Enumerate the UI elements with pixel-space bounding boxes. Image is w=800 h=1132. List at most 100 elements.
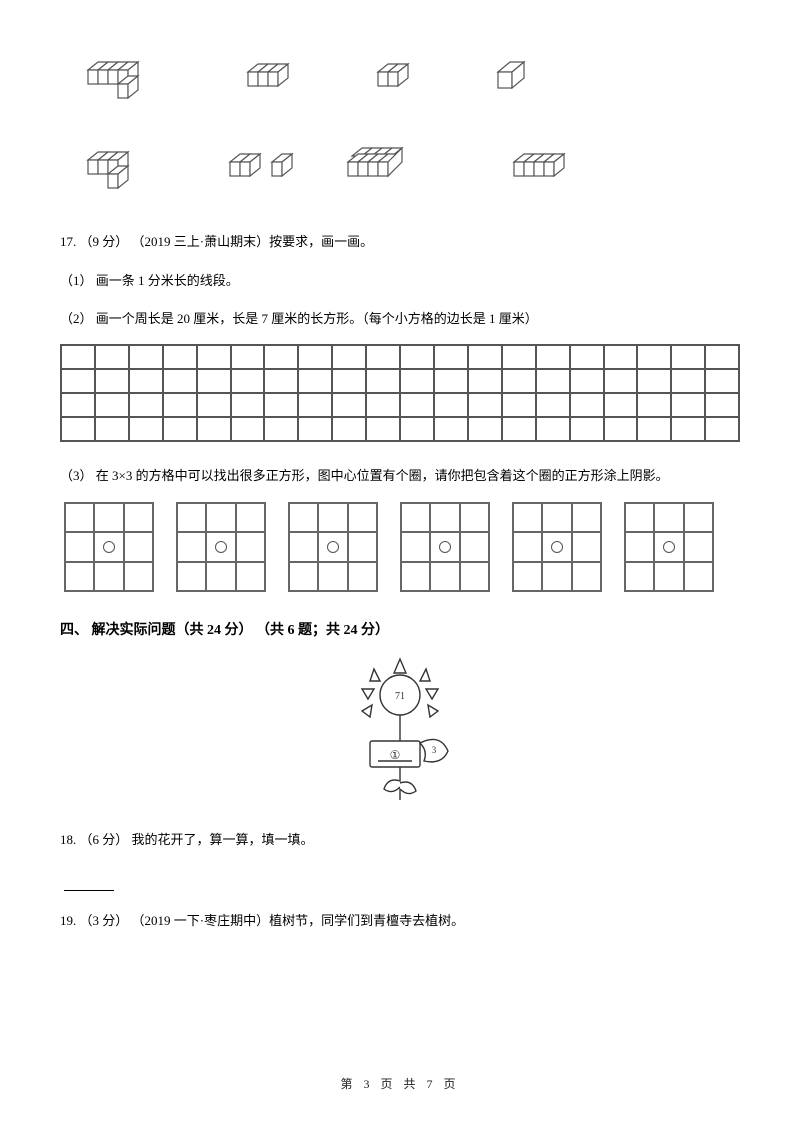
grid-3x3-cell xyxy=(348,502,378,532)
grid-cell xyxy=(197,345,231,369)
grid-3x3-cell xyxy=(236,532,266,562)
grid-cell xyxy=(332,417,366,441)
grid-cell xyxy=(95,345,129,369)
grid-3x3-cell xyxy=(288,502,318,532)
grid-3x3-cell xyxy=(348,562,378,592)
center-circle xyxy=(103,541,115,553)
grid-cell xyxy=(264,345,298,369)
grid-cell xyxy=(604,345,638,369)
grid-cell xyxy=(637,393,671,417)
grid-3x3-cell xyxy=(684,562,714,592)
grid-cell xyxy=(264,393,298,417)
grid-cell xyxy=(264,417,298,441)
grid-3x3-cell xyxy=(572,532,602,562)
cube-figures-row-1 xyxy=(60,50,740,100)
grid-3x3-tile xyxy=(512,502,602,592)
grid-3x3-cell xyxy=(542,562,572,592)
grid-cell xyxy=(434,345,468,369)
grid-3x3-cell xyxy=(460,502,490,532)
grid-cell xyxy=(298,393,332,417)
grid-cell xyxy=(366,345,400,369)
grid-3x3-cell xyxy=(430,502,460,532)
grid-cell xyxy=(231,393,265,417)
grid-3x3-tile xyxy=(288,502,378,592)
grid-cell xyxy=(637,345,671,369)
grid-3x3-cell xyxy=(236,502,266,532)
grid-3x3-cell xyxy=(430,532,460,562)
grid-3x3-cell xyxy=(572,562,602,592)
grid-cell xyxy=(332,369,366,393)
grid-cell xyxy=(468,417,502,441)
grid-cell xyxy=(61,369,95,393)
grid-cell xyxy=(434,417,468,441)
grid-3x3-cell xyxy=(236,562,266,592)
grid-cell xyxy=(231,417,265,441)
grid-3x3-cell xyxy=(512,562,542,592)
grid-cell xyxy=(434,393,468,417)
grid-3x3-cell xyxy=(288,532,318,562)
question-17-sub2: （2） 画一个周长是 20 厘米，长是 7 厘米的长方形。（每个小方格的边长是 … xyxy=(60,307,740,330)
center-circle xyxy=(551,541,563,553)
leaf-label: 3 xyxy=(432,745,437,755)
grid-3x3-cell xyxy=(542,532,572,562)
grid-cell xyxy=(671,417,705,441)
flower-svg: 71 ① 3 xyxy=(330,655,470,805)
grid-3x3-tile xyxy=(176,502,266,592)
grid-3x3-cell xyxy=(176,532,206,562)
grid-cell xyxy=(163,393,197,417)
grid-3x3-cell xyxy=(94,562,124,592)
grid-cell xyxy=(366,369,400,393)
grid-cell xyxy=(129,417,163,441)
grid-cell xyxy=(129,345,163,369)
grid-cell xyxy=(298,417,332,441)
grid-cell xyxy=(536,393,570,417)
grid-cell xyxy=(366,393,400,417)
grid-3x3-cell xyxy=(206,562,236,592)
grid-3x3-cell xyxy=(348,532,378,562)
grid-cell xyxy=(163,417,197,441)
grid-3x3-cell xyxy=(624,502,654,532)
grid-3x3-cell xyxy=(654,532,684,562)
grid-cell xyxy=(163,345,197,369)
grid-cell xyxy=(332,393,366,417)
grid-3x3-cell xyxy=(64,502,94,532)
grid-20x4 xyxy=(60,344,740,442)
sun-label: 71 xyxy=(395,691,405,702)
grid-cell xyxy=(434,369,468,393)
grid-3x3-cell xyxy=(654,502,684,532)
center-circle xyxy=(215,541,227,553)
grid-cell xyxy=(502,369,536,393)
grid-cell xyxy=(671,369,705,393)
grid-3x3-row xyxy=(60,502,740,592)
grid-3x3-cell xyxy=(124,532,154,562)
grid-cell xyxy=(637,417,671,441)
grid-cell xyxy=(705,345,739,369)
grid-3x3-cell xyxy=(64,532,94,562)
grid-cell xyxy=(231,369,265,393)
grid-cell xyxy=(570,345,604,369)
grid-3x3-cell xyxy=(206,532,236,562)
grid-cell xyxy=(502,417,536,441)
grid-cell xyxy=(705,417,739,441)
grid-cell xyxy=(197,369,231,393)
flower-circle-label: ① xyxy=(390,748,401,762)
grid-3x3-cell xyxy=(288,562,318,592)
grid-cell xyxy=(570,369,604,393)
grid-3x3-cell xyxy=(460,562,490,592)
grid-cell xyxy=(536,345,570,369)
question-17-sub3: （3） 在 3×3 的方格中可以找出很多正方形，图中心位置有个圈，请你把包含着这… xyxy=(60,464,740,487)
grid-3x3-cell xyxy=(318,502,348,532)
grid-cell xyxy=(570,417,604,441)
grid-cell xyxy=(298,369,332,393)
grid-3x3-cell xyxy=(572,502,602,532)
grid-3x3-cell xyxy=(94,532,124,562)
grid-cell xyxy=(604,393,638,417)
grid-cell xyxy=(61,417,95,441)
center-circle xyxy=(327,541,339,553)
cube-figure-2b xyxy=(222,142,312,188)
grid-3x3-cell xyxy=(318,532,348,562)
cube-figure-1d xyxy=(490,52,540,98)
grid-cell xyxy=(298,345,332,369)
grid-3x3-cell xyxy=(400,562,430,592)
grid-cell xyxy=(536,417,570,441)
